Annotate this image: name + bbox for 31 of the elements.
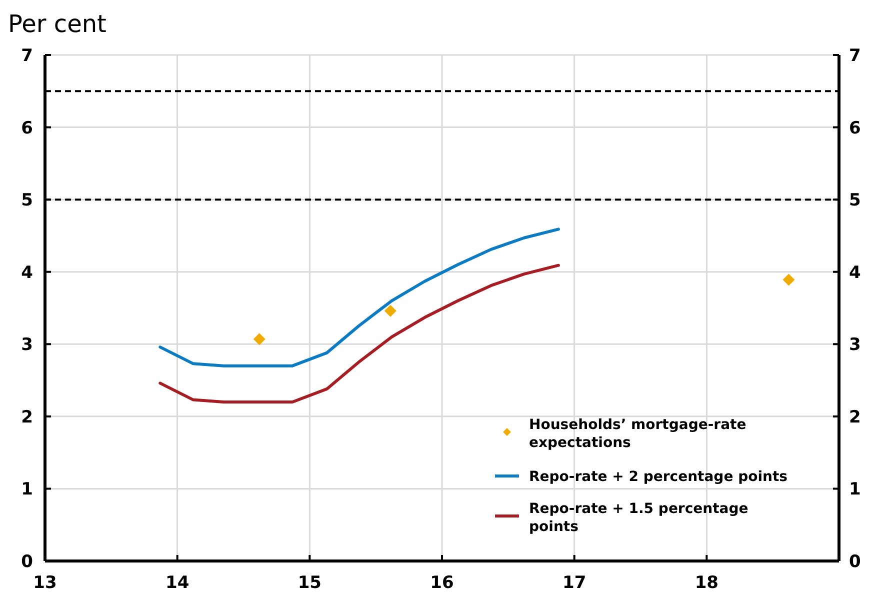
x-tick-label: 13 <box>33 573 57 593</box>
y2-tick-label: 6 <box>849 118 861 138</box>
y2-tick-label: 3 <box>849 335 861 356</box>
point <box>384 304 396 317</box>
line-series <box>158 264 560 404</box>
y-tick-label: 1 <box>21 480 33 500</box>
x-tick-label: 16 <box>430 573 454 593</box>
y-tick-label: 6 <box>21 118 33 138</box>
point <box>253 333 266 346</box>
legend-label: Repo-rate + 2 percentage points <box>529 469 788 485</box>
x-tick-label: 14 <box>165 573 190 593</box>
y2-tick-label: 2 <box>849 407 861 428</box>
line-series <box>158 228 560 368</box>
y2-tick-label: 5 <box>849 190 861 211</box>
x-tick-label: 17 <box>562 573 586 593</box>
y2-tick-label: 0 <box>849 552 861 572</box>
x-tick-label: 15 <box>298 573 322 593</box>
point <box>782 274 795 286</box>
y-axis-title: Per cent <box>8 10 106 38</box>
y-tick-label: 3 <box>21 335 33 356</box>
y-tick-label: 0 <box>21 552 34 572</box>
y-tick-label: 5 <box>21 190 33 211</box>
y-tick-label: 7 <box>21 46 33 66</box>
y-tick-label: 4 <box>21 262 34 283</box>
y2-tick-label: 4 <box>849 262 861 283</box>
y2-tick-label: 1 <box>849 480 861 500</box>
y-tick-label: 2 <box>21 407 33 428</box>
x-tick-label: 18 <box>694 573 719 593</box>
y2-tick-label: 7 <box>849 46 861 66</box>
legend-label: Households’ mortgage-rate expectations <box>529 417 746 451</box>
legend-label: Repo-rate + 1.5 percentage points <box>529 501 748 535</box>
